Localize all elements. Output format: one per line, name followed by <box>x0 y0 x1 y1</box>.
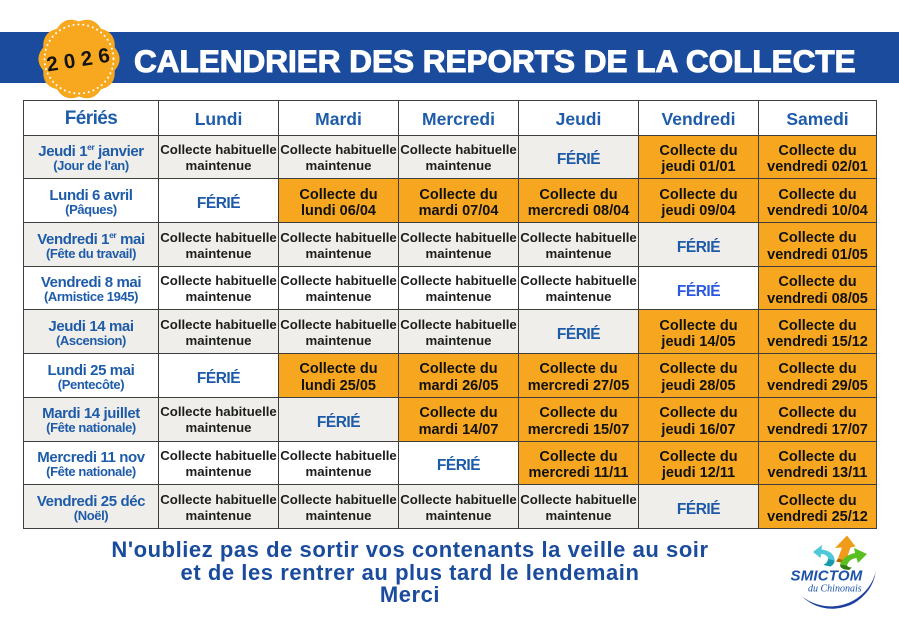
svg-text:SMICTOM: SMICTOM <box>791 568 863 585</box>
svg-text:du Chinonais: du Chinonais <box>808 584 862 595</box>
